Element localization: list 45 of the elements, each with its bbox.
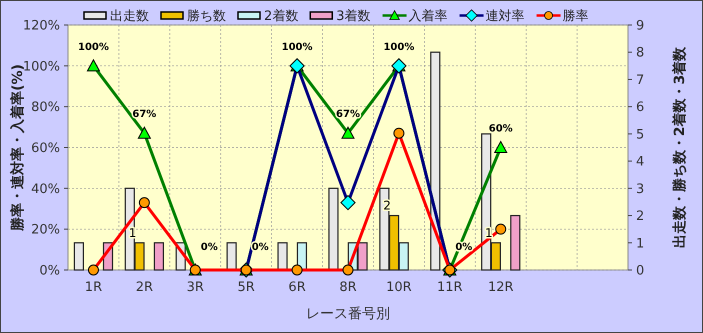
y2-tick-label: 0 [636, 264, 644, 278]
bar [154, 242, 164, 271]
bar [430, 52, 440, 271]
x-tick-label: 6R [288, 280, 306, 295]
data-label: 100% [78, 42, 109, 53]
x-tick-label: 12R [488, 280, 514, 295]
x-axis-title: レース番号別 [306, 306, 390, 322]
y2-tick-label: 8 [636, 46, 644, 61]
data-label: 100% [383, 42, 414, 53]
y2-tick-label: 6 [636, 100, 644, 116]
data-label: 0% [200, 242, 218, 253]
legend-label: 2着数 [264, 8, 298, 24]
legend-label: 出走数 [110, 9, 149, 24]
legend-label: 3着数 [336, 8, 371, 24]
x-tick-label: 5R [238, 280, 255, 295]
y2-tick-label: 5 [636, 127, 644, 142]
y2-tick-label: 9 [636, 18, 644, 34]
y2-tick-label: 7 [636, 72, 644, 88]
y2-tick-label: 2 [636, 209, 644, 224]
bar [74, 242, 84, 271]
data-label: 67% [336, 109, 360, 120]
x-tick-label: 3R [186, 280, 204, 295]
legend-label: 入着率 [408, 8, 448, 24]
y-tick-label: 20% [31, 222, 60, 238]
legend-label: 勝ち数 [187, 9, 226, 24]
x-tick-label: 11R [437, 280, 463, 295]
x-tick-label: 8R [339, 280, 357, 295]
data-label: 67% [132, 109, 156, 120]
bar [510, 214, 520, 271]
y-tick-label: 60% [31, 141, 60, 156]
y-tick-label: 120% [22, 18, 60, 34]
x-tick-label: 10R [386, 280, 412, 295]
legend-label: 連対率 [486, 8, 525, 24]
y2-tick-label: 1 [636, 236, 644, 252]
x-tick-label: 1R [84, 280, 102, 295]
y2-axis-title: 出走数・勝ち数・2着数・3着数 [671, 46, 688, 248]
y2-tick-label: 3 [636, 182, 644, 197]
y-tick-label: 0% [39, 264, 60, 278]
y-tick-label: 80% [31, 100, 60, 116]
y-tick-label: 40% [31, 182, 60, 197]
y2-tick-label: 4 [636, 154, 644, 170]
x-tick-label: 2R [136, 280, 154, 295]
data-label: 60% [488, 124, 513, 134]
data-label: 100% [282, 42, 313, 53]
legend-label: 勝率 [562, 8, 589, 24]
